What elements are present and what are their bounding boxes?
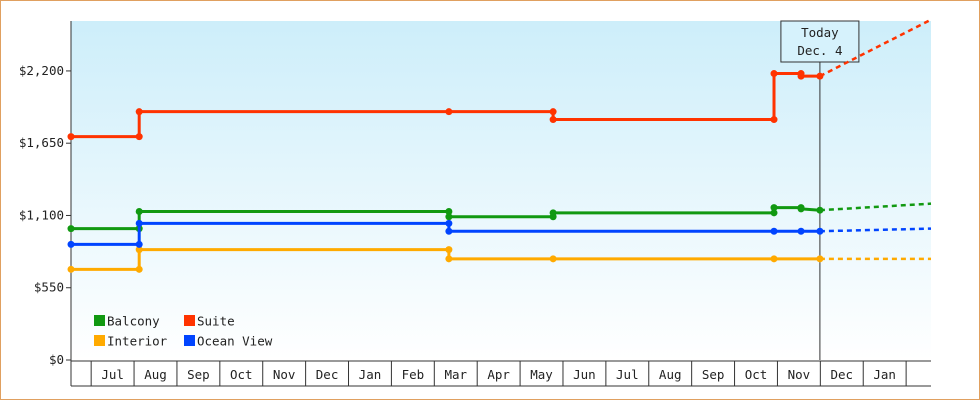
x-tick-label: Feb bbox=[402, 367, 425, 382]
legend-label: Ocean View bbox=[197, 334, 273, 349]
x-tick-label: Jul bbox=[616, 367, 639, 382]
data-point bbox=[549, 209, 557, 217]
projection-line bbox=[819, 202, 932, 212]
y-tick-label: $1,100 bbox=[19, 207, 64, 222]
data-point bbox=[816, 255, 824, 263]
x-tick-label: Mar bbox=[444, 367, 467, 382]
data-point bbox=[549, 255, 557, 263]
data-point bbox=[135, 208, 143, 216]
x-tick-label: Jan bbox=[873, 367, 896, 382]
x-tick-label: Sep bbox=[702, 367, 725, 382]
x-tick-label: May bbox=[530, 367, 553, 382]
y-tick-label: $0 bbox=[49, 352, 64, 367]
x-tick-label: Nov bbox=[273, 367, 296, 382]
x-tick-label: Aug bbox=[144, 367, 167, 382]
data-point bbox=[67, 240, 75, 248]
data-point bbox=[67, 265, 75, 273]
data-point bbox=[135, 246, 143, 254]
data-point bbox=[770, 116, 778, 124]
data-point bbox=[135, 219, 143, 227]
legend-label: Balcony bbox=[107, 314, 160, 329]
data-point bbox=[549, 108, 557, 116]
data-point bbox=[770, 209, 778, 217]
data-point bbox=[67, 133, 75, 141]
data-point bbox=[816, 227, 824, 235]
x-tick-label: Oct bbox=[745, 367, 768, 382]
x-tick-label: Apr bbox=[487, 367, 510, 382]
data-point bbox=[797, 227, 805, 235]
data-point bbox=[770, 204, 778, 212]
data-point bbox=[797, 205, 805, 213]
legend-swatch bbox=[184, 335, 195, 346]
data-point bbox=[445, 208, 453, 216]
x-tick-label: Dec bbox=[316, 367, 339, 382]
data-point bbox=[797, 72, 805, 80]
x-tick-label: Aug bbox=[659, 367, 682, 382]
data-point bbox=[135, 265, 143, 273]
data-point bbox=[770, 227, 778, 235]
y-tick-label: $2,200 bbox=[19, 63, 64, 78]
legend-swatch bbox=[184, 315, 195, 326]
y-tick-label: $550 bbox=[34, 280, 64, 295]
x-tick-label: Nov bbox=[788, 367, 811, 382]
plot-area bbox=[71, 21, 931, 360]
x-tick-label: Jul bbox=[101, 367, 124, 382]
legend-swatch bbox=[94, 315, 105, 326]
data-point bbox=[549, 116, 557, 124]
data-point bbox=[816, 206, 824, 214]
data-point bbox=[445, 219, 453, 227]
today-label: Today bbox=[801, 25, 839, 40]
x-tick-label: Sep bbox=[187, 367, 210, 382]
legend-label: Interior bbox=[107, 334, 168, 349]
today-date: Dec. 4 bbox=[797, 43, 842, 58]
data-point bbox=[135, 133, 143, 141]
data-point bbox=[67, 225, 75, 233]
series-line bbox=[71, 221, 820, 246]
legend-swatch bbox=[94, 335, 105, 346]
data-point bbox=[770, 255, 778, 263]
data-point bbox=[445, 227, 453, 235]
data-point bbox=[445, 246, 453, 254]
data-point bbox=[445, 108, 453, 116]
projection-line bbox=[819, 18, 932, 78]
data-point bbox=[770, 70, 778, 78]
data-point bbox=[445, 255, 453, 263]
x-tick-label: Oct bbox=[230, 367, 253, 382]
projection-line bbox=[819, 227, 932, 233]
data-point bbox=[135, 108, 143, 116]
today-box bbox=[780, 20, 860, 63]
legend-label: Suite bbox=[197, 314, 235, 329]
data-point bbox=[445, 213, 453, 221]
x-tick-label: Dec bbox=[830, 367, 853, 382]
y-tick-label: $1,650 bbox=[19, 135, 64, 150]
x-tick-label: Jan bbox=[359, 367, 382, 382]
x-tick-label: Jun bbox=[573, 367, 596, 382]
data-point bbox=[135, 240, 143, 248]
data-point bbox=[816, 72, 824, 80]
